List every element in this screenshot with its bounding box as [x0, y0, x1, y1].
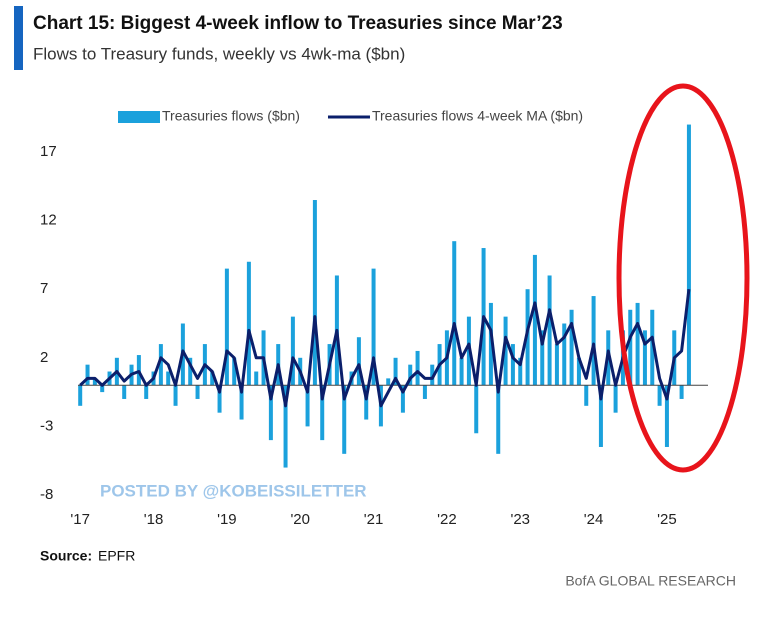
bar [254, 371, 259, 386]
bar [246, 261, 251, 386]
bar [562, 323, 567, 386]
bar [613, 385, 618, 413]
legend-swatch [118, 111, 160, 123]
bar [679, 385, 684, 399]
bar [210, 371, 215, 386]
title-accent [14, 6, 23, 70]
bar [195, 385, 200, 399]
bar [386, 378, 391, 386]
bar [144, 385, 149, 399]
bar [650, 309, 655, 386]
chart-title: Chart 15: Biggest 4-week inflow to Treas… [33, 13, 563, 34]
bar [503, 316, 508, 386]
ma-line [79, 289, 691, 408]
x-tick-label: '21 [364, 511, 384, 528]
bar [488, 302, 493, 386]
legend-label: Treasuries flows 4-week MA ($bn) [372, 108, 583, 124]
source-label: Source: [40, 548, 92, 564]
bar [430, 364, 435, 386]
x-tick-label: '19 [217, 511, 237, 528]
x-tick-label: '24 [584, 511, 604, 528]
bar [459, 357, 464, 386]
highlight-ellipse [616, 83, 750, 473]
bar [642, 330, 647, 386]
bar [518, 357, 523, 386]
credit: BofA GLOBAL RESEARCH [565, 573, 736, 589]
bar [584, 385, 589, 406]
bar [393, 357, 398, 386]
bar [371, 268, 376, 386]
bar [78, 385, 83, 406]
bar [92, 378, 97, 386]
watermark: POSTED BY @KOBEISSILETTER [100, 481, 367, 500]
bar [664, 385, 669, 447]
bar [283, 385, 288, 468]
bar [400, 385, 405, 413]
bar [408, 364, 413, 386]
legend-label: Treasuries flows ($bn) [162, 108, 300, 124]
bar [510, 344, 515, 386]
bar [686, 124, 691, 386]
bar [532, 254, 537, 386]
bar [320, 385, 325, 441]
y-tick-label: 2 [40, 349, 48, 366]
bar [576, 357, 581, 386]
bar [224, 268, 229, 386]
bar [628, 309, 633, 386]
source: EPFR [98, 548, 135, 564]
bar [540, 330, 545, 386]
bar [554, 344, 559, 386]
bar [290, 316, 295, 386]
y-tick-label: 7 [40, 280, 48, 297]
bar [173, 385, 178, 406]
x-tick-label: '22 [437, 511, 457, 528]
x-tick-label: '17 [70, 511, 90, 528]
bar [232, 357, 237, 386]
bar [657, 385, 662, 406]
bar [188, 357, 193, 386]
bar [239, 385, 244, 420]
bar [422, 385, 427, 399]
chart-subtitle: Flows to Treasury funds, weekly vs 4wk-m… [33, 44, 405, 63]
bar [598, 385, 603, 447]
bar [166, 371, 171, 386]
bar [342, 385, 347, 454]
bar [85, 364, 90, 386]
bar [100, 385, 105, 393]
bar [122, 385, 127, 399]
bar [635, 302, 640, 386]
bar [305, 385, 310, 427]
bar [547, 275, 552, 386]
bar [474, 385, 479, 434]
bar [415, 350, 420, 386]
x-tick-label: '18 [144, 511, 164, 528]
bar [268, 385, 273, 441]
bar [356, 337, 361, 386]
bar [591, 296, 596, 386]
x-tick-label: '23 [510, 511, 530, 528]
y-tick-label: 12 [40, 212, 57, 229]
bar [217, 385, 222, 413]
bar [312, 200, 317, 386]
bar [496, 385, 501, 454]
bar [452, 241, 457, 386]
bar [158, 344, 163, 386]
x-tick-label: '25 [657, 511, 677, 528]
x-tick-label: '20 [290, 511, 310, 528]
y-tick-label: 17 [40, 143, 57, 160]
y-tick-label: -3 [40, 417, 53, 434]
y-tick-label: -8 [40, 486, 53, 503]
bar [364, 385, 369, 420]
bar [569, 309, 574, 386]
